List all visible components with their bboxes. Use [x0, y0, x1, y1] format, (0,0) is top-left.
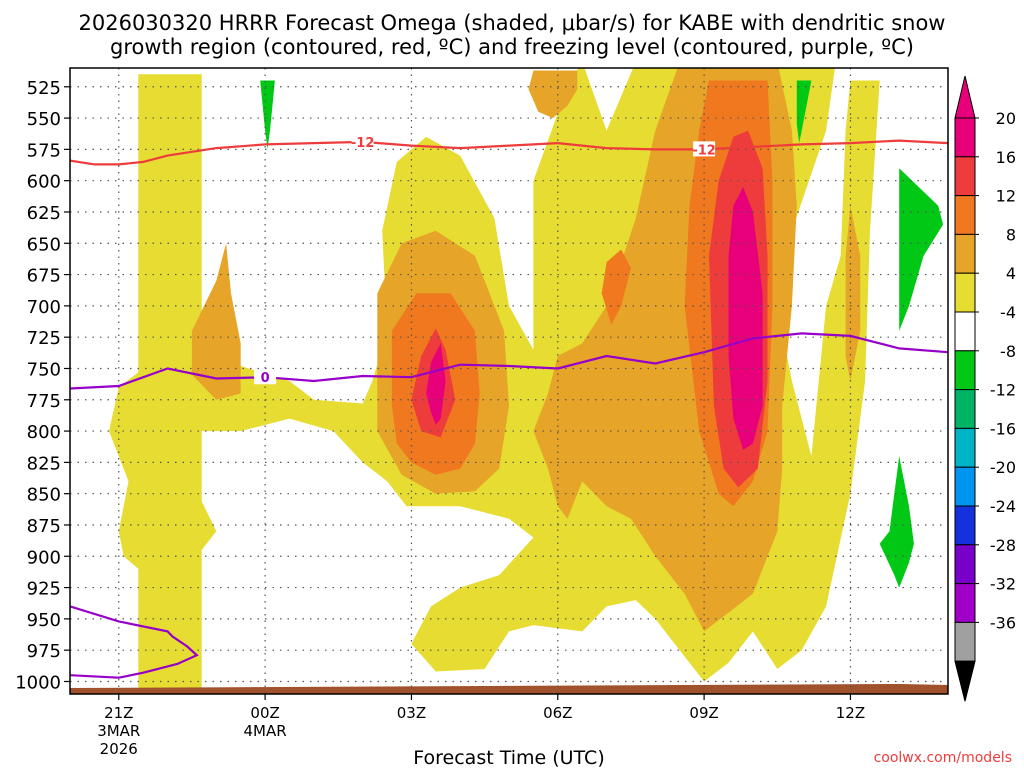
y-tick-label-1000: 1000 [15, 672, 61, 693]
y-tick-label-950: 950 [27, 610, 61, 631]
chart-title-line1: 2026030320 HRRR Forecast Omega (shaded, … [79, 11, 946, 35]
y-tick-label-975: 975 [27, 641, 61, 662]
colorbar-label-7: -8 [1000, 342, 1016, 361]
x-tick-year-21z: 2026 [100, 740, 138, 758]
colorbar-label-14: -36 [990, 613, 1016, 632]
freezing-level-line [70, 332, 948, 390]
x-axis-label: Forecast Time (UTC) [413, 747, 604, 768]
colorbar-label-4: 8 [1006, 225, 1016, 244]
y-tick-label-850: 850 [27, 485, 61, 506]
omega-region-18 [879, 456, 914, 588]
x-tick-date-21z: 3MAR [97, 722, 140, 740]
omega-shading [70, 68, 948, 694]
colorbar-bin-11 [954, 505, 976, 546]
colorbar-label-5: 4 [1006, 264, 1016, 283]
y-tick-label-700: 700 [27, 297, 61, 318]
y-tick-label-650: 650 [27, 234, 61, 255]
omega-region-13 [426, 343, 446, 425]
colorbar-bin-14 [954, 621, 976, 662]
colorbar-bin-1 [954, 117, 976, 158]
y-tick-label-875: 875 [27, 516, 61, 537]
dgz-label-1: -12 [351, 136, 375, 151]
colorbar-label-11: -24 [990, 497, 1016, 516]
dgz-contour-line [70, 139, 948, 166]
y-tick-label-600: 600 [27, 172, 61, 193]
omega-region-14 [728, 186, 763, 450]
omega-region-16 [796, 80, 812, 144]
credit-text: coolwx.com/models [874, 750, 1012, 766]
colorbar-bin-13 [954, 583, 976, 623]
omega-region-9 [601, 249, 631, 325]
x-tick-label-21z: 21Z [104, 704, 133, 722]
y-tick-label-575: 575 [27, 140, 61, 161]
dgz-label-1-bg [351, 133, 374, 149]
colorbar-label-8: -12 [990, 381, 1016, 400]
colorbar-label-9: -16 [990, 419, 1016, 438]
colorbar-bin-9 [954, 427, 976, 468]
colorbar-bin-3 [954, 195, 976, 235]
y-tick-label-525: 525 [27, 78, 61, 99]
colorbar-label-2: 16 [996, 148, 1016, 167]
grid-lines [70, 68, 948, 694]
y-tick-label-725: 725 [27, 328, 61, 349]
colorbar-label-12: -28 [990, 536, 1016, 555]
contour-lines: -12 -12 0 [70, 133, 948, 679]
dgz-label-2-bg [693, 141, 716, 157]
y-tick-label-750: 750 [27, 359, 61, 380]
colorbar-top-arrow [954, 75, 976, 119]
omega-region-5 [528, 70, 578, 119]
fzl-label-1-bg [254, 369, 277, 385]
omega-region-6 [191, 243, 241, 400]
x-tick-date-00z: 4MAR [244, 722, 287, 740]
fzl-label-1: 0 [261, 371, 270, 386]
x-tick-label-12z: 12Z [836, 704, 865, 722]
colorbar: 20 16 12 8 4 -4 -8 -12 -16 -20 -24 -28 -32 -36 [954, 75, 1016, 702]
colorbar-bin-2 [954, 156, 976, 197]
colorbar-bin-5 [954, 272, 976, 313]
chart-title-line2: growth region (contoured, red, ºC) and f… [110, 35, 914, 59]
colorbar-label-13: -32 [990, 575, 1016, 594]
colorbar-bin-7 [954, 350, 976, 391]
y-tick-label-775: 775 [27, 391, 61, 412]
y-tick-label-800: 800 [27, 422, 61, 443]
colorbar-label-10: -20 [990, 458, 1016, 477]
colorbar-bin-12 [954, 544, 976, 585]
y-tick-label-900: 900 [27, 547, 61, 568]
y-tick-label-625: 625 [27, 203, 61, 224]
x-tick-label-06z: 06Z [543, 704, 572, 722]
colorbar-bottom-arrow [954, 660, 976, 702]
colorbar-bin-8 [954, 389, 976, 429]
colorbar-label-1: 20 [996, 109, 1016, 128]
colorbar-label-6: -4 [1000, 303, 1016, 322]
colorbar-label-3: 12 [996, 187, 1016, 206]
dgz-label-2: -12 [692, 143, 716, 158]
x-tick-label-09z: 09Z [689, 704, 718, 722]
plot-frame [69, 67, 949, 695]
colorbar-bin-10 [954, 466, 976, 507]
y-axis-ticks: 525 550 575 600 625 650 675 700 725 750 775 800 825 8… [15, 78, 70, 693]
terrain-strip [70, 684, 948, 694]
y-tick-label-550: 550 [27, 109, 61, 130]
omega-region-17 [899, 168, 944, 331]
colorbar-bin-4 [954, 233, 976, 274]
x-tick-label-03z: 03Z [397, 704, 426, 722]
y-tick-label-825: 825 [27, 453, 61, 474]
colorbar-bin-6 [954, 311, 976, 352]
y-tick-label-675: 675 [27, 266, 61, 287]
freezing-level-low-line [70, 605, 199, 679]
omega-region-15 [260, 80, 275, 150]
x-tick-label-00z: 00Z [250, 704, 279, 722]
y-tick-label-925: 925 [27, 579, 61, 600]
